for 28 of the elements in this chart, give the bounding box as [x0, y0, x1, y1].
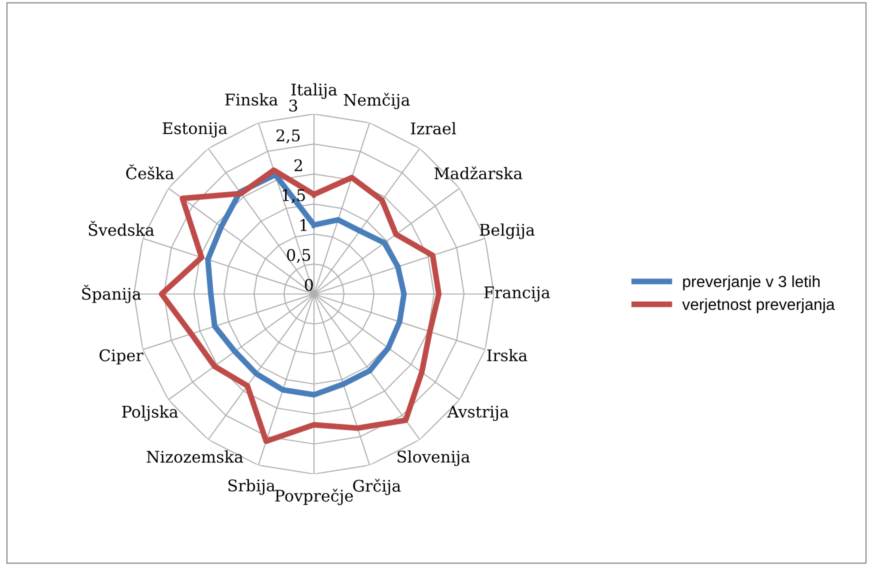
spoke-label: Španija: [82, 284, 141, 304]
spoke-label: Srbija: [228, 479, 276, 495]
spoke-label: Irska: [487, 348, 528, 362]
spoke-label: Češka: [126, 164, 174, 180]
spoke-label: Belgija: [480, 223, 535, 240]
spoke-label: Nemčija: [344, 92, 410, 110]
spoke-label: Grčija: [353, 478, 401, 496]
y-tick-label: 2,5: [276, 129, 300, 144]
spoke-label: Ciper: [100, 349, 144, 364]
legend-label: preverjanje v 3 letih: [683, 275, 820, 290]
y-tick-label: 2: [294, 159, 302, 172]
spoke-label: Estonija: [162, 122, 228, 138]
spoke-label: Madžarska: [434, 166, 522, 180]
spoke-label: Italija: [291, 83, 338, 99]
spoke-label: Poljska: [122, 405, 178, 422]
spoke-label: Švedska: [88, 220, 154, 236]
legend-label: verjetnost preverjanja: [682, 298, 835, 314]
spoke-label: Francija: [484, 286, 550, 302]
spoke-label: Finska: [225, 93, 278, 106]
spoke-label: Avstrija: [447, 406, 509, 421]
spoke-label: Nizozemska: [146, 450, 244, 463]
y-tick-label: 0: [304, 278, 313, 291]
spoke-label: Slovenija: [398, 450, 470, 466]
y-tick-label: 0,5: [287, 248, 310, 263]
y-tick-label: 1: [300, 219, 306, 231]
y-tick-label: 3: [289, 100, 298, 112]
spoke-label: Povprečje: [275, 488, 353, 506]
spoke-label: Izrael: [410, 122, 456, 134]
